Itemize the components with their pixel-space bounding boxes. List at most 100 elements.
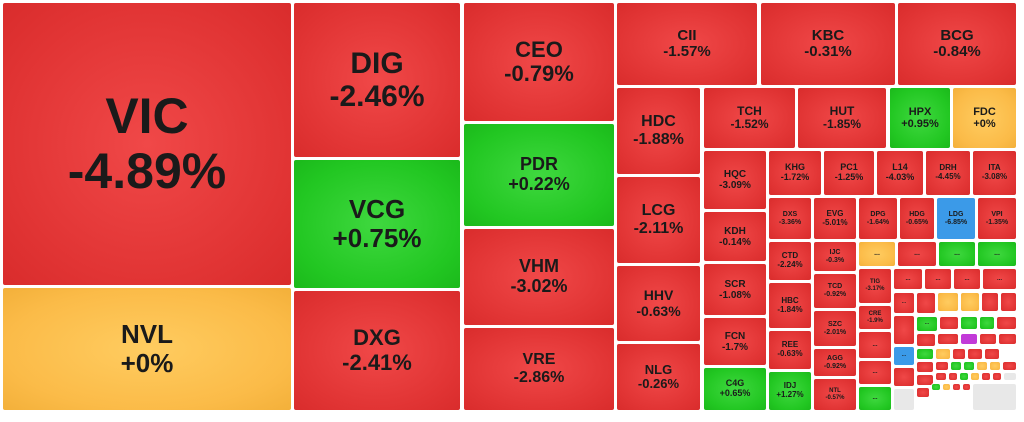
stock-tile[interactable]: DPG -1.64% <box>858 197 898 240</box>
stock-tile[interactable]: SCR -1.08% <box>703 263 767 316</box>
treemap-mini-tile[interactable] <box>992 372 1002 381</box>
treemap-mini-tile[interactable] <box>950 361 962 371</box>
stock-tile[interactable]: TCH -1.52% <box>703 87 796 149</box>
stock-tile[interactable]: LDG -6.85% <box>936 197 976 240</box>
stock-tile[interactable]: IDJ +1.27% <box>768 371 812 411</box>
treemap-mini-tile[interactable] <box>893 315 915 345</box>
treemap-mini-tile[interactable] <box>998 333 1017 345</box>
stock-tile[interactable]: REE -0.63% <box>768 330 812 370</box>
treemap-mini-tile[interactable] <box>935 348 951 360</box>
treemap-mini-tile[interactable] <box>935 361 949 371</box>
treemap-mini-tile[interactable] <box>976 361 988 371</box>
treemap-mini-tile[interactable] <box>960 316 978 330</box>
treemap-mini-tile[interactable] <box>942 383 951 391</box>
stock-tile[interactable]: ... <box>916 316 938 332</box>
treemap-mini-tile[interactable] <box>960 292 980 312</box>
treemap-mini-tile[interactable] <box>962 383 971 391</box>
treemap-mini-tile[interactable] <box>916 361 934 373</box>
stock-tile[interactable]: C4G +0.65% <box>703 367 767 411</box>
treemap-mini-tile[interactable] <box>937 292 959 312</box>
treemap-mini-tile[interactable] <box>996 316 1017 330</box>
treemap-mini-tile[interactable] <box>916 333 936 347</box>
stock-tile[interactable]: CTD -2.24% <box>768 241 812 281</box>
stock-tile[interactable]: ... <box>893 268 923 290</box>
stock-tile[interactable]: ... <box>897 241 937 267</box>
stock-tile[interactable]: HBC -1.84% <box>768 282 812 329</box>
stock-tile[interactable]: ... <box>858 241 896 267</box>
stock-tile[interactable]: CII -1.57% <box>616 2 758 86</box>
treemap-mini-tile[interactable] <box>984 348 1000 360</box>
stock-tile[interactable]: TIG -3.17% <box>858 268 892 304</box>
stock-tile[interactable]: ... <box>953 268 981 290</box>
stock-tile[interactable]: DIG -2.46% <box>293 2 461 158</box>
stock-tile[interactable]: NTL -0.57% <box>813 378 857 411</box>
treemap-mini-tile[interactable] <box>979 333 997 345</box>
stock-tile[interactable]: L14 -4.03% <box>876 150 924 196</box>
stock-tile[interactable]: VPI -1.35% <box>977 197 1017 240</box>
stock-tile[interactable]: FDC +0% <box>952 87 1017 149</box>
stock-tile[interactable]: HPX +0.95% <box>889 87 951 149</box>
stock-tile[interactable]: ... <box>858 331 892 359</box>
treemap-mini-tile[interactable] <box>963 361 975 371</box>
treemap-mini-tile[interactable] <box>1003 372 1017 381</box>
treemap-mini-tile[interactable] <box>981 292 999 312</box>
stock-tile[interactable]: PC1 -1.25% <box>823 150 875 196</box>
treemap-mini-tile[interactable] <box>959 372 969 381</box>
stock-tile[interactable]: ... <box>858 386 892 411</box>
stock-tile[interactable]: ... <box>893 346 915 366</box>
treemap-mini-tile[interactable] <box>916 374 934 386</box>
stock-tile[interactable]: AGG -0.92% <box>813 348 857 377</box>
treemap-mini-tile[interactable] <box>935 372 947 381</box>
stock-tile[interactable]: ... <box>977 241 1017 267</box>
treemap-mini-tile[interactable] <box>970 372 980 381</box>
stock-tile[interactable]: HDC -1.88% <box>616 87 701 175</box>
treemap-mini-tile[interactable] <box>989 361 1001 371</box>
stock-tile[interactable]: NLG -0.26% <box>616 343 701 411</box>
stock-tile[interactable]: VRE -2.86% <box>463 327 615 411</box>
treemap-mini-tile[interactable] <box>952 383 961 391</box>
stock-tile[interactable]: DRH -4.45% <box>925 150 971 196</box>
stock-tile[interactable]: BCG -0.84% <box>897 2 1017 86</box>
stock-tile[interactable]: IJC -0.3% <box>813 241 857 272</box>
treemap-mini-tile[interactable] <box>931 383 941 391</box>
stock-tile[interactable]: VCG +0.75% <box>293 159 461 289</box>
stock-tile[interactable]: CRE -1.9% <box>858 305 892 330</box>
stock-tile[interactable]: ... <box>982 268 1017 290</box>
stock-tile[interactable]: DXG -2.41% <box>293 290 461 411</box>
treemap-mini-tile[interactable] <box>948 372 958 381</box>
treemap-mini-tile[interactable] <box>972 383 1017 411</box>
treemap-mini-tile[interactable] <box>893 367 915 387</box>
stock-tile[interactable]: KHG -1.72% <box>768 150 822 196</box>
stock-tile[interactable]: EVG -5.01% <box>813 197 857 240</box>
treemap-mini-tile[interactable] <box>939 316 959 330</box>
treemap-mini-tile[interactable] <box>952 348 966 360</box>
stock-tile[interactable]: KBC -0.31% <box>760 2 896 86</box>
stock-tile[interactable]: KDH -0.14% <box>703 211 767 262</box>
stock-tile[interactable]: CEO -0.79% <box>463 2 615 122</box>
treemap-mini-tile[interactable] <box>967 348 983 360</box>
stock-tile[interactable]: ... <box>858 360 892 385</box>
treemap-mini-tile[interactable] <box>960 333 978 345</box>
stock-tile[interactable]: FCN -1.7% <box>703 317 767 366</box>
treemap-mini-tile[interactable] <box>916 292 936 314</box>
stock-tile[interactable]: HHV -0.63% <box>616 265 701 342</box>
stock-tile[interactable]: ITA -3.08% <box>972 150 1017 196</box>
treemap-mini-tile[interactable] <box>1002 361 1017 371</box>
treemap-mini-tile[interactable] <box>893 388 915 411</box>
treemap-mini-tile[interactable] <box>937 333 959 345</box>
stock-tile[interactable]: PDR +0.22% <box>463 123 615 227</box>
stock-tile[interactable]: LCG -2.11% <box>616 176 701 264</box>
treemap-mini-tile[interactable] <box>916 348 934 360</box>
stock-tile[interactable]: SZC -2.01% <box>813 310 857 347</box>
stock-tile[interactable]: HQC -3.09% <box>703 150 767 210</box>
stock-tile[interactable]: NVL +0% <box>2 287 292 411</box>
treemap-mini-tile[interactable] <box>981 372 991 381</box>
stock-tile[interactable]: DXS -3.36% <box>768 197 812 240</box>
stock-tile[interactable]: VIC -4.89% <box>2 2 292 286</box>
stock-tile[interactable]: ... <box>924 268 952 290</box>
stock-tile[interactable]: TCD -0.92% <box>813 273 857 309</box>
stock-tile[interactable]: VHM -3.02% <box>463 228 615 326</box>
stock-tile[interactable]: HDG -0.65% <box>899 197 935 240</box>
treemap-mini-tile[interactable] <box>1000 292 1017 312</box>
stock-tile[interactable]: HUT -1.85% <box>797 87 887 149</box>
